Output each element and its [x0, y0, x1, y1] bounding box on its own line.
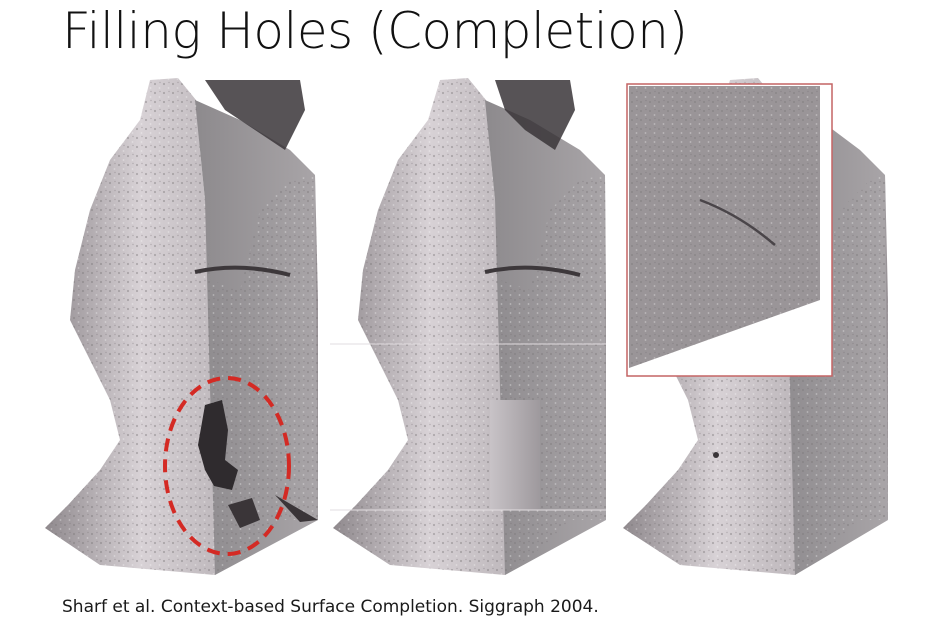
crack-line	[194, 265, 291, 277]
mesh-hole-edge	[275, 495, 318, 522]
zoom-inset-crack	[699, 198, 776, 246]
panel-input-with-hole	[45, 78, 318, 575]
surface-grain	[45, 78, 318, 575]
dark-ridge	[495, 80, 575, 150]
slide-title: Filling Holes (Completion)	[62, 2, 688, 60]
dark-ridge	[205, 80, 305, 150]
panel-smooth-fill	[330, 78, 606, 575]
crack-line	[484, 265, 581, 277]
mesh-dot	[713, 452, 719, 458]
panel-context-completion	[623, 78, 888, 575]
citation-caption: Sharf et al. Context-based Surface Compl…	[62, 597, 599, 617]
mesh-hole	[198, 400, 238, 490]
mesh-hole-fragment	[228, 498, 260, 528]
hole-highlight-ellipse	[163, 376, 291, 556]
smooth-patch	[490, 400, 540, 510]
zoom-inset-grain	[629, 86, 820, 368]
